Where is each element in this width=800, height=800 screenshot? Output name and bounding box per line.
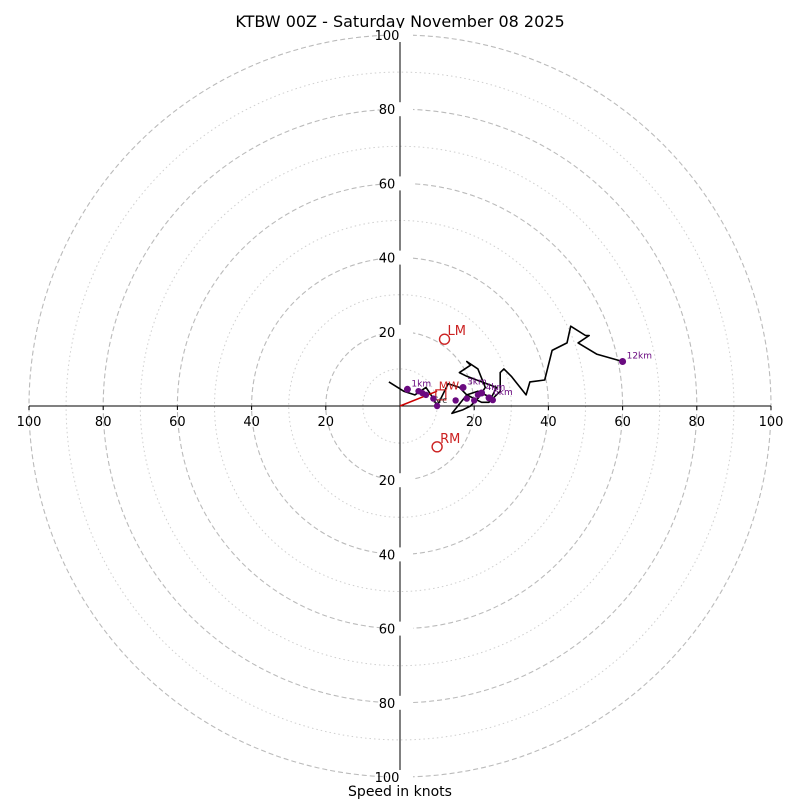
y-tick-label: 100 [375, 29, 400, 44]
storm-motion-vector [399, 390, 438, 407]
y-tick-label: 80 [379, 103, 396, 118]
x-tick-label: 100 [759, 415, 784, 430]
source-label: Src [433, 396, 447, 406]
height-point [463, 395, 470, 402]
y-tick-label: 60 [379, 177, 396, 192]
y-tick-label: 60 [379, 623, 396, 638]
height-label-1km: 1km [411, 379, 431, 389]
bunkers-rm-marker [431, 441, 443, 453]
y-tick-label-bg [387, 547, 413, 562]
height-point [433, 402, 441, 410]
y-tick-label-bg [387, 473, 413, 488]
x-tick-label: 20 [318, 415, 335, 430]
height-marker-4km [478, 389, 486, 397]
x-tick-label: 40 [243, 415, 260, 430]
y-tick-label: 80 [379, 697, 396, 712]
y-tick-label-bg [387, 250, 413, 265]
bunkers-rm-label: RM [440, 432, 460, 447]
height-marker-1km [403, 385, 411, 393]
x-axis-label: Speed in knots [348, 784, 452, 800]
bunkers-lm-marker [438, 333, 451, 345]
y-tick-label-bg [387, 770, 413, 784]
hodograph-trace-group [388, 325, 623, 415]
y-tick-label-bg [387, 176, 413, 191]
height-point [430, 395, 437, 402]
x-tick-label: 80 [689, 415, 706, 430]
x-tick-label: 60 [614, 415, 631, 430]
height-label-3km: 3km [467, 377, 487, 387]
y-tick-label-bg [387, 102, 413, 117]
y-tick-label: 40 [379, 252, 396, 267]
height-point [471, 397, 478, 404]
height-point [422, 391, 430, 399]
x-tick-label: 100 [17, 415, 42, 430]
x-tick-label: 40 [540, 415, 557, 430]
height-marker-12km [619, 357, 627, 365]
y-tick-label: 100 [375, 771, 400, 786]
y-tick-label-bg [387, 28, 413, 42]
y-tick-label: 20 [379, 326, 396, 341]
bunkers-lm-label: LM [448, 324, 466, 339]
y-tick-label-bg [387, 621, 413, 636]
x-tick-label: 80 [95, 415, 112, 430]
y-tick-label-bg [387, 324, 413, 339]
height-point [452, 397, 459, 404]
chart-title: KTBW 00Z - Saturday November 08 2025 [235, 12, 564, 31]
y-tick-label: 20 [379, 474, 396, 489]
y-tick-label-bg [387, 695, 413, 710]
tick-labels: 100 80 60 40 20 20 40 60 80 100 100 80 60 40 20 20 40 60 8… [17, 28, 784, 786]
x-tick-label: 20 [466, 415, 483, 430]
y-tick-label: 40 [379, 548, 396, 563]
height-points-group [403, 357, 627, 410]
hodograph-trace [388, 325, 623, 415]
height-label-4km: 4km [486, 383, 506, 393]
mean-wind-label: MW [439, 379, 459, 392]
height-marker-3km [459, 383, 467, 391]
x-tick-label: 60 [169, 415, 186, 430]
storm-motion-group: LM RM MW Src [399, 324, 466, 453]
critical-angle-box [435, 389, 447, 401]
height-label-12km: 12km [627, 351, 652, 361]
height-marker-6km [485, 394, 493, 402]
height-label-6km: 6km [493, 388, 513, 398]
